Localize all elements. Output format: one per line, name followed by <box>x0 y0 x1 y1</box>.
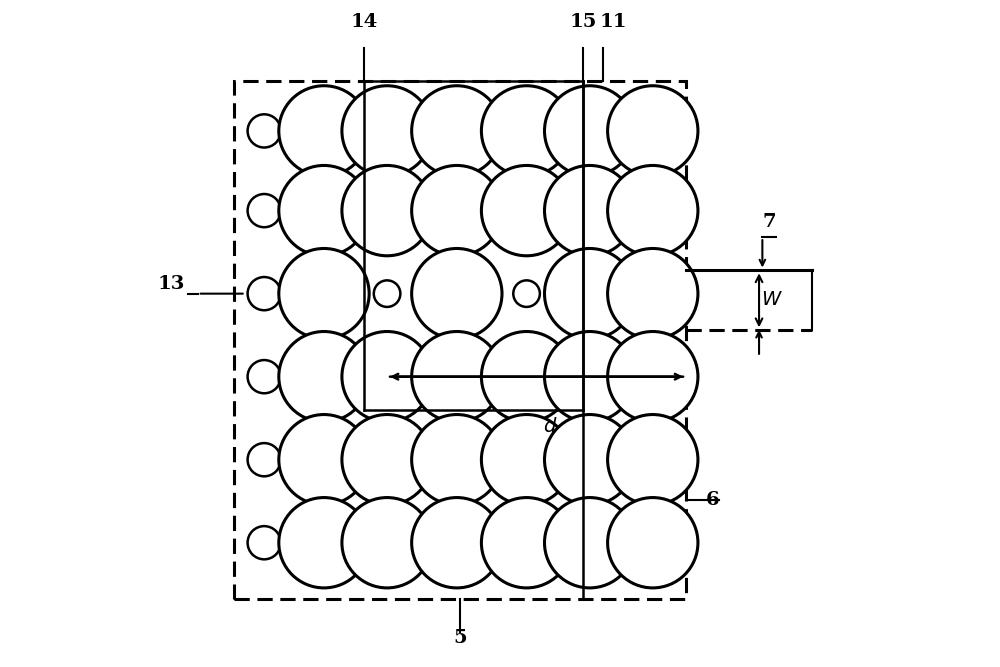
Circle shape <box>342 498 432 588</box>
Circle shape <box>545 498 635 588</box>
Circle shape <box>608 498 698 588</box>
Circle shape <box>279 498 369 588</box>
Circle shape <box>513 280 540 307</box>
Circle shape <box>279 165 369 255</box>
Text: 7: 7 <box>762 213 776 231</box>
Circle shape <box>279 414 369 505</box>
Text: 6: 6 <box>706 490 720 508</box>
Circle shape <box>412 498 502 588</box>
Circle shape <box>248 194 281 227</box>
Circle shape <box>279 86 369 176</box>
Circle shape <box>342 86 432 176</box>
Circle shape <box>412 249 502 339</box>
Circle shape <box>279 331 369 422</box>
Circle shape <box>545 249 635 339</box>
Circle shape <box>545 414 635 505</box>
Circle shape <box>374 280 400 307</box>
Text: 13: 13 <box>157 275 184 293</box>
Circle shape <box>608 86 698 176</box>
Text: 15: 15 <box>569 13 597 31</box>
Circle shape <box>248 114 281 147</box>
Circle shape <box>481 86 572 176</box>
Circle shape <box>545 165 635 255</box>
Circle shape <box>248 526 281 560</box>
Circle shape <box>481 498 572 588</box>
Text: 5: 5 <box>453 629 467 647</box>
Circle shape <box>248 277 281 310</box>
Circle shape <box>608 249 698 339</box>
Circle shape <box>608 331 698 422</box>
Circle shape <box>412 86 502 176</box>
Circle shape <box>608 165 698 255</box>
Circle shape <box>545 331 635 422</box>
Text: $\mathit{d}$: $\mathit{d}$ <box>543 417 557 436</box>
Circle shape <box>481 414 572 505</box>
Circle shape <box>481 331 572 422</box>
Circle shape <box>412 165 502 255</box>
Circle shape <box>248 360 281 394</box>
Text: 11: 11 <box>599 13 627 31</box>
Circle shape <box>545 86 635 176</box>
Circle shape <box>342 165 432 255</box>
Text: $\mathit{W}$: $\mathit{W}$ <box>761 291 783 309</box>
Circle shape <box>279 249 369 339</box>
Circle shape <box>342 414 432 505</box>
Circle shape <box>412 414 502 505</box>
Circle shape <box>608 414 698 505</box>
Circle shape <box>342 331 432 422</box>
Circle shape <box>481 165 572 255</box>
Circle shape <box>412 331 502 422</box>
Text: 14: 14 <box>350 13 377 31</box>
Circle shape <box>248 443 281 476</box>
Bar <box>234 81 686 599</box>
